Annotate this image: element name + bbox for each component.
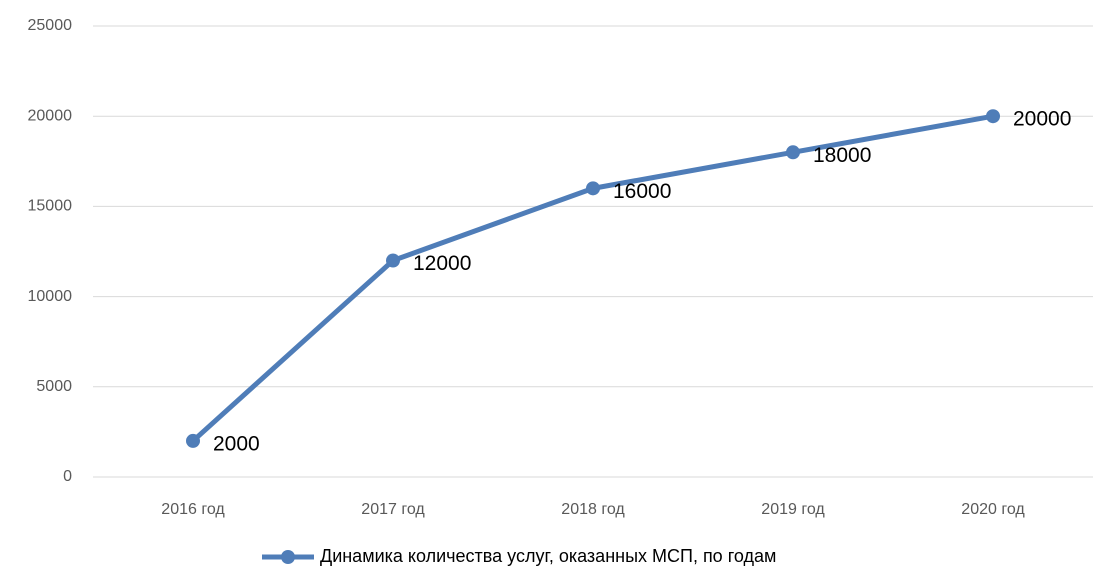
y-tick-label: 0 [63,468,72,485]
legend-label: Динамика количества услуг, оказанных МСП… [320,546,776,566]
y-tick-label: 25000 [28,17,73,34]
x-tick-label: 2019 год [761,501,825,518]
x-tick-label: 2016 год [161,501,225,518]
marker [786,145,800,160]
y-tick-label: 5000 [36,378,72,395]
marker [986,109,1000,124]
line [191,113,994,443]
x-tick-label: 2017 год [361,501,425,518]
y-tick-label: 10000 [28,288,73,305]
y-tick-label: 20000 [28,107,73,124]
marker [186,433,200,448]
marker [386,253,400,268]
data-label: 20000 [1013,108,1071,131]
data-label: 16000 [613,180,671,203]
data-label: 12000 [413,252,471,275]
legend-marker [281,550,295,564]
x-tick-label: 2020 год [961,501,1025,518]
x-tick-label: 2018 год [561,501,625,518]
y-tick-label: 15000 [28,198,73,215]
data-label: 2000 [213,432,260,455]
marker [586,181,600,196]
data-label: 18000 [813,144,871,167]
